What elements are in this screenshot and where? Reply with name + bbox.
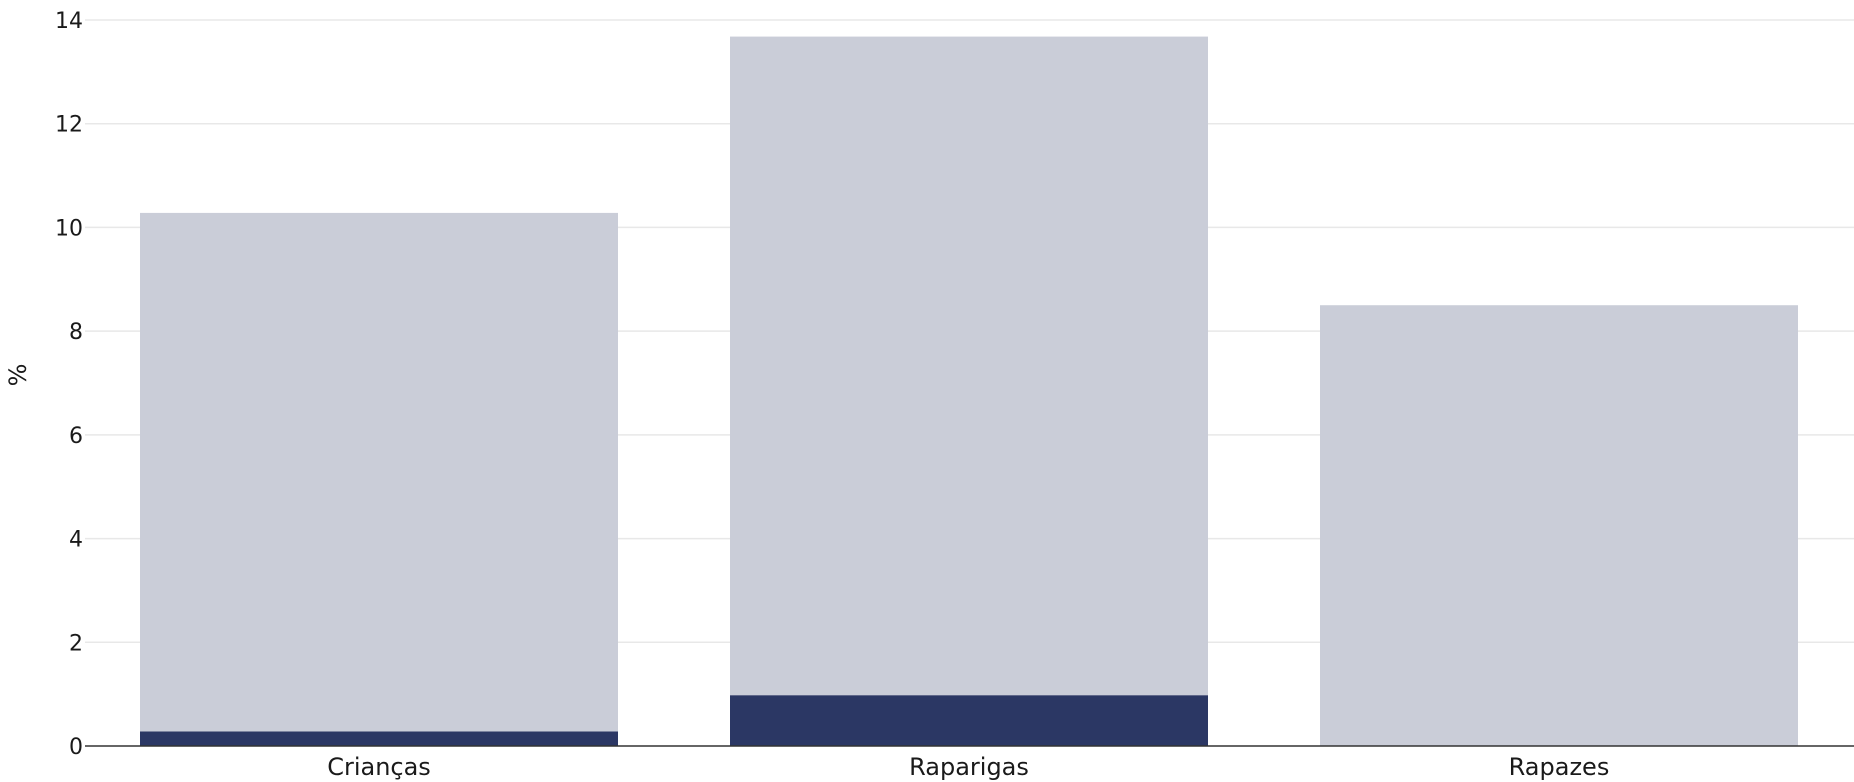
- y-tick-label: 8: [69, 320, 83, 345]
- bar-lower-0: [140, 731, 618, 746]
- x-category-label: Crianças: [327, 753, 431, 781]
- bar-upper-0: [140, 212, 618, 732]
- bar-upper-1: [730, 36, 1208, 696]
- bars: [140, 36, 1798, 746]
- x-category-label: Rapazes: [1509, 753, 1610, 781]
- y-axis-ticks: 0 2 4 6 8 10 12 14: [55, 9, 83, 760]
- y-tick-label: 12: [55, 113, 83, 138]
- bar-upper-2: [1320, 305, 1798, 746]
- y-axis-title: %: [4, 364, 32, 387]
- y-tick-label: 14: [55, 9, 83, 34]
- y-tick-label: 4: [69, 528, 83, 553]
- y-tick-label: 2: [69, 631, 83, 656]
- y-tick-label: 0: [69, 735, 83, 760]
- y-tick-label: 10: [55, 216, 83, 241]
- y-tick-label: 6: [69, 424, 83, 449]
- x-category-label: Raparigas: [909, 753, 1029, 781]
- x-axis-labels: Crianças Raparigas Rapazes: [327, 753, 1609, 781]
- bar-lower-1: [730, 695, 1208, 746]
